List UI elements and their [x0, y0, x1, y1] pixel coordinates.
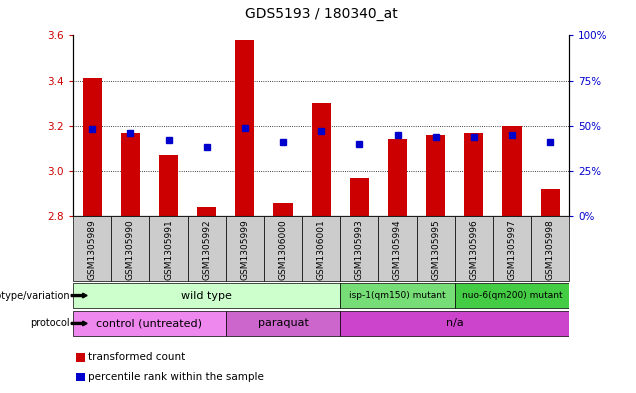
Bar [159, 155, 178, 216]
Text: GSM1305992: GSM1305992 [202, 219, 211, 280]
Bar [73, 310, 226, 336]
Bar [340, 310, 569, 336]
Bar [312, 103, 331, 216]
Text: GSM1305990: GSM1305990 [126, 219, 135, 280]
Bar [302, 216, 340, 281]
Text: GSM1305996: GSM1305996 [469, 219, 478, 280]
Bar [264, 216, 302, 281]
Text: protocol: protocol [31, 318, 70, 329]
Text: paraquat: paraquat [258, 318, 308, 329]
Bar [502, 126, 522, 216]
Bar [464, 132, 483, 216]
Text: isp-1(qm150) mutant: isp-1(qm150) mutant [349, 291, 446, 300]
Bar [350, 178, 369, 216]
Text: n/a: n/a [446, 318, 464, 329]
Text: GSM1305994: GSM1305994 [393, 219, 402, 280]
Text: GSM1305997: GSM1305997 [508, 219, 516, 280]
Bar [493, 216, 531, 281]
Text: GSM1306001: GSM1306001 [317, 219, 326, 280]
Bar [340, 216, 378, 281]
Bar [340, 283, 455, 309]
Bar [417, 216, 455, 281]
Text: nuo-6(qm200) mutant: nuo-6(qm200) mutant [462, 291, 562, 300]
Text: genotype/variation: genotype/variation [0, 290, 70, 301]
Bar [226, 310, 340, 336]
Bar [455, 283, 569, 309]
Bar [273, 203, 293, 216]
Bar [378, 216, 417, 281]
Text: wild type: wild type [181, 290, 232, 301]
Bar [188, 216, 226, 281]
Bar [73, 216, 111, 281]
Bar [455, 216, 493, 281]
Text: transformed count: transformed count [88, 352, 185, 362]
Text: GSM1305999: GSM1305999 [240, 219, 249, 280]
Bar [149, 216, 188, 281]
Text: GSM1305995: GSM1305995 [431, 219, 440, 280]
Text: GSM1305998: GSM1305998 [546, 219, 555, 280]
Bar [73, 283, 340, 309]
Text: control (untreated): control (untreated) [97, 318, 202, 329]
Bar [235, 40, 254, 216]
Bar [541, 189, 560, 216]
Text: GSM1305993: GSM1305993 [355, 219, 364, 280]
Bar [197, 207, 216, 216]
Bar [388, 140, 407, 216]
Text: percentile rank within the sample: percentile rank within the sample [88, 372, 264, 382]
Text: GSM1306000: GSM1306000 [279, 219, 287, 280]
Text: GSM1305989: GSM1305989 [88, 219, 97, 280]
Bar [426, 135, 445, 216]
Text: GSM1305991: GSM1305991 [164, 219, 173, 280]
Bar [111, 216, 149, 281]
Bar [531, 216, 569, 281]
Bar [226, 216, 264, 281]
Bar [83, 78, 102, 216]
Text: GDS5193 / 180340_at: GDS5193 / 180340_at [245, 7, 398, 21]
Bar [121, 132, 140, 216]
